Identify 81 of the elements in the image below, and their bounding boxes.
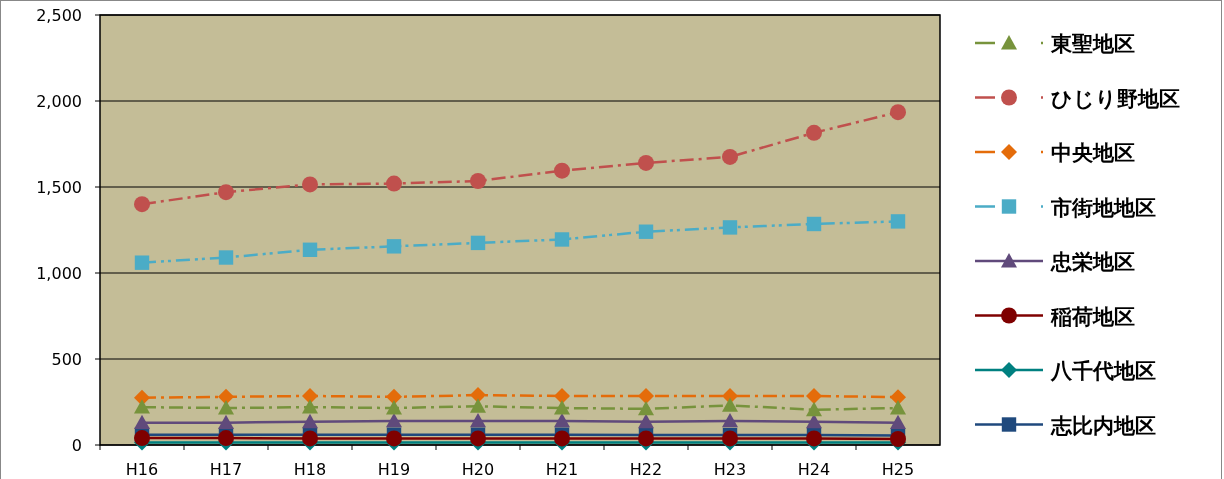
point <box>554 430 570 447</box>
point <box>722 430 738 447</box>
y-tick-label: 0 <box>71 436 82 455</box>
point <box>134 430 150 447</box>
legend-label: 稲荷地区 <box>1050 303 1135 329</box>
x-tick-label: H22 <box>629 460 663 479</box>
point <box>302 242 318 257</box>
x-tick-label: H19 <box>377 460 411 479</box>
point <box>638 224 654 239</box>
point <box>386 388 402 405</box>
x-tick-label: H24 <box>797 460 831 479</box>
legend-label: 市街地地区 <box>1050 194 1156 220</box>
legend-label: ひじり野地区 <box>1051 85 1180 111</box>
point <box>386 239 402 254</box>
point <box>890 414 906 430</box>
x-tick-label: H25 <box>881 460 915 479</box>
point <box>218 400 234 415</box>
point <box>386 400 402 415</box>
point <box>638 154 654 171</box>
point <box>218 430 234 447</box>
y-tick-label: 2,500 <box>36 6 82 25</box>
point <box>638 400 654 416</box>
y-tick-label: 1,500 <box>36 178 82 197</box>
x-tick-label: H20 <box>461 460 495 479</box>
y-tick-label: 1,000 <box>36 264 82 283</box>
point <box>890 389 906 406</box>
point <box>218 414 234 430</box>
point <box>722 220 738 235</box>
x-tick-label: H21 <box>545 460 579 479</box>
point <box>806 387 822 404</box>
legend-label: 中央地区 <box>1051 140 1135 165</box>
point <box>554 412 570 428</box>
point <box>890 104 906 121</box>
point <box>806 430 822 447</box>
point <box>722 412 738 428</box>
legend-label: 志比内地区 <box>1050 412 1156 438</box>
x-tick-label: H23 <box>713 460 747 479</box>
point <box>134 399 150 414</box>
legend-label: 八千代地区 <box>1050 358 1156 383</box>
point <box>218 388 234 405</box>
point <box>722 397 738 412</box>
point <box>638 387 654 404</box>
y-tick-label: 2,000 <box>36 92 82 111</box>
point <box>638 413 654 429</box>
y-tick-label: 500 <box>51 350 82 369</box>
point <box>806 401 822 417</box>
point <box>890 214 906 229</box>
point <box>470 412 486 428</box>
point <box>302 176 318 193</box>
point <box>554 232 570 247</box>
point <box>470 172 486 189</box>
point <box>386 430 402 447</box>
point <box>890 400 906 415</box>
point <box>302 413 318 429</box>
point <box>554 162 570 179</box>
legend-label: 忠栄地区 <box>1050 249 1135 274</box>
point <box>302 387 318 404</box>
point <box>386 412 402 428</box>
point <box>302 399 318 414</box>
x-tick-label: H16 <box>125 460 159 479</box>
point <box>134 414 150 430</box>
point <box>134 255 150 270</box>
point <box>470 387 486 404</box>
point <box>218 184 234 201</box>
point <box>470 235 486 251</box>
point <box>218 250 234 265</box>
point <box>470 398 486 413</box>
point <box>134 196 150 213</box>
point <box>386 175 402 192</box>
point <box>722 148 738 165</box>
point <box>806 124 822 141</box>
legend-label: 東聖地区 <box>1050 31 1135 56</box>
x-tick-label: H18 <box>293 460 327 479</box>
point <box>890 430 906 447</box>
x-tick-label: H17 <box>209 460 243 479</box>
point <box>806 216 822 232</box>
point <box>302 430 318 447</box>
point <box>470 430 486 447</box>
point <box>554 400 570 415</box>
point <box>554 387 570 404</box>
point <box>638 430 654 447</box>
